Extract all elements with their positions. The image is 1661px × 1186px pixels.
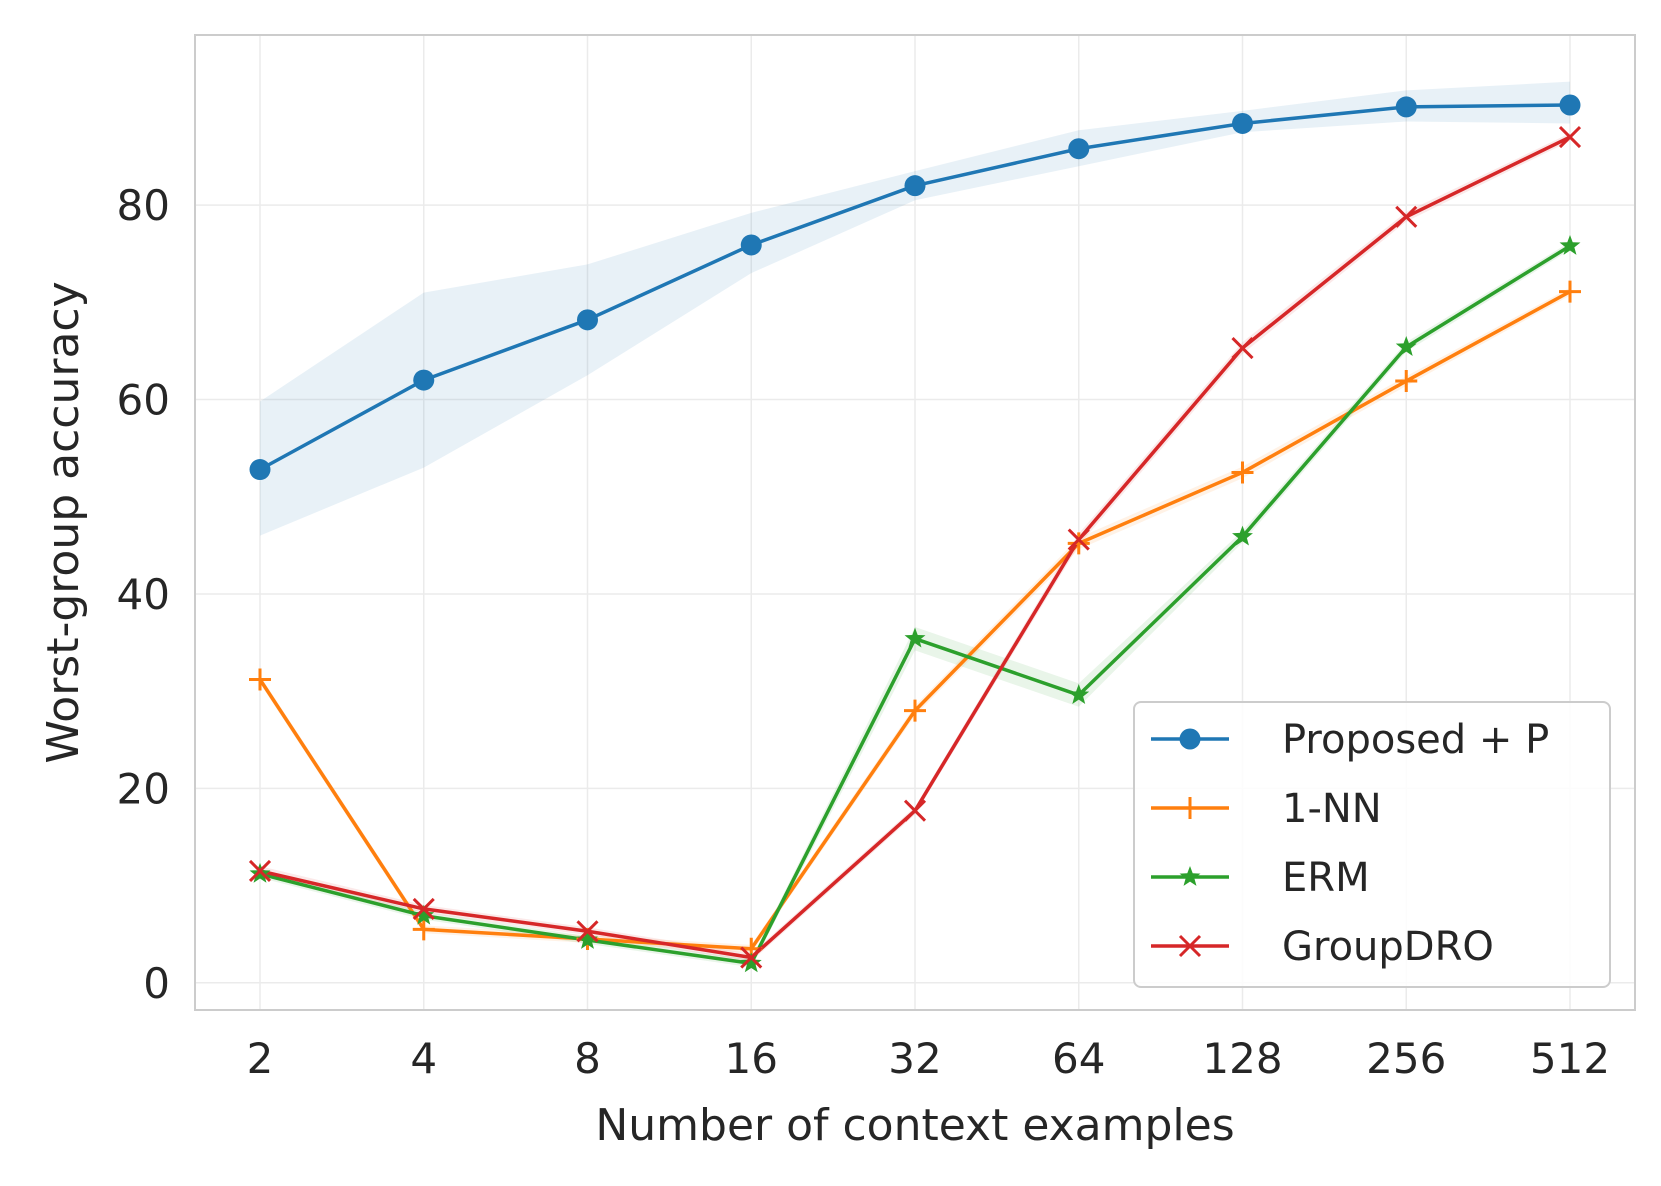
series-markers [248,94,1582,973]
x-tick-label: 2 [247,1034,274,1083]
legend-marker-groupdro [1178,934,1202,958]
x-tick-label: 32 [888,1034,941,1083]
band-proposed-p [260,81,1570,536]
point-erm [577,929,598,949]
y-tick-labels: 0 20 40 60 80 [117,181,170,1008]
point-erm [1232,525,1253,546]
x-tick-label: 256 [1366,1034,1446,1083]
point-1-nn [1067,532,1090,555]
point-erm [1559,234,1581,255]
point-proposed-p [1068,138,1090,160]
point-1-nn [904,699,926,722]
point-groupdro [576,920,599,943]
point-1-nn [1395,370,1418,393]
point-1-nn [1231,461,1254,484]
legend: Proposed + P 1-NN ERM GroupDRO [1133,701,1611,988]
x-tick-label: 64 [1052,1034,1105,1083]
point-erm [413,904,435,925]
x-tick-label: 512 [1530,1034,1610,1083]
point-erm [1068,684,1090,704]
x-tick-label: 8 [574,1034,601,1083]
point-groupdro [248,859,272,883]
point-groupdro [1395,205,1418,228]
point-1-nn [1559,280,1581,303]
point-proposed-p [1232,112,1253,134]
plot-frame [194,34,1636,1011]
y-tick-label: 60 [117,376,170,425]
grid [195,35,1635,1010]
point-groupdro [740,946,763,969]
legend-label-1-nn: 1-NN [1282,786,1382,832]
legend-label-proposed-p: Proposed + P [1282,717,1549,763]
point-proposed-p [1395,96,1417,118]
point-proposed-p [249,459,271,481]
y-tick-label: 40 [117,570,170,619]
legend-marker-proposed-p [1179,728,1201,750]
point-groupdro [1558,126,1582,149]
legend-box [1133,701,1611,988]
point-erm [740,952,762,973]
point-erm [1395,336,1417,356]
point-proposed-p [413,369,435,391]
point-groupdro [1231,336,1254,360]
x-tick-labels: 2 4 8 16 32 64 128 256 512 [247,1034,1610,1083]
point-proposed-p [577,309,598,331]
legend-label-erm: ERM [1282,855,1370,901]
x-tick-label: 128 [1202,1034,1282,1083]
y-tick-label: 80 [117,181,170,230]
point-groupdro [412,897,435,920]
point-1-nn [412,918,435,941]
point-proposed-p [1559,94,1581,116]
point-proposed-p [740,234,762,256]
point-1-nn [249,668,271,691]
y-tick-label: 0 [143,959,170,1008]
legend-marker-erm [1179,866,1201,886]
x-tick-label: 4 [410,1034,437,1083]
point-erm [904,627,926,648]
point-groupdro [903,799,927,822]
x-axis-label: Number of context examples [595,1100,1234,1151]
point-proposed-p [904,175,926,197]
confidence-bands [260,81,1570,968]
y-tick-label: 20 [117,764,170,813]
point-groupdro [1067,528,1090,551]
x-tick-label: 16 [725,1034,778,1083]
legend-marker-1-nn [1179,797,1201,819]
y-axis-label: Worst-group accuracy [38,281,89,763]
legend-label-groupdro: GroupDRO [1282,924,1494,970]
